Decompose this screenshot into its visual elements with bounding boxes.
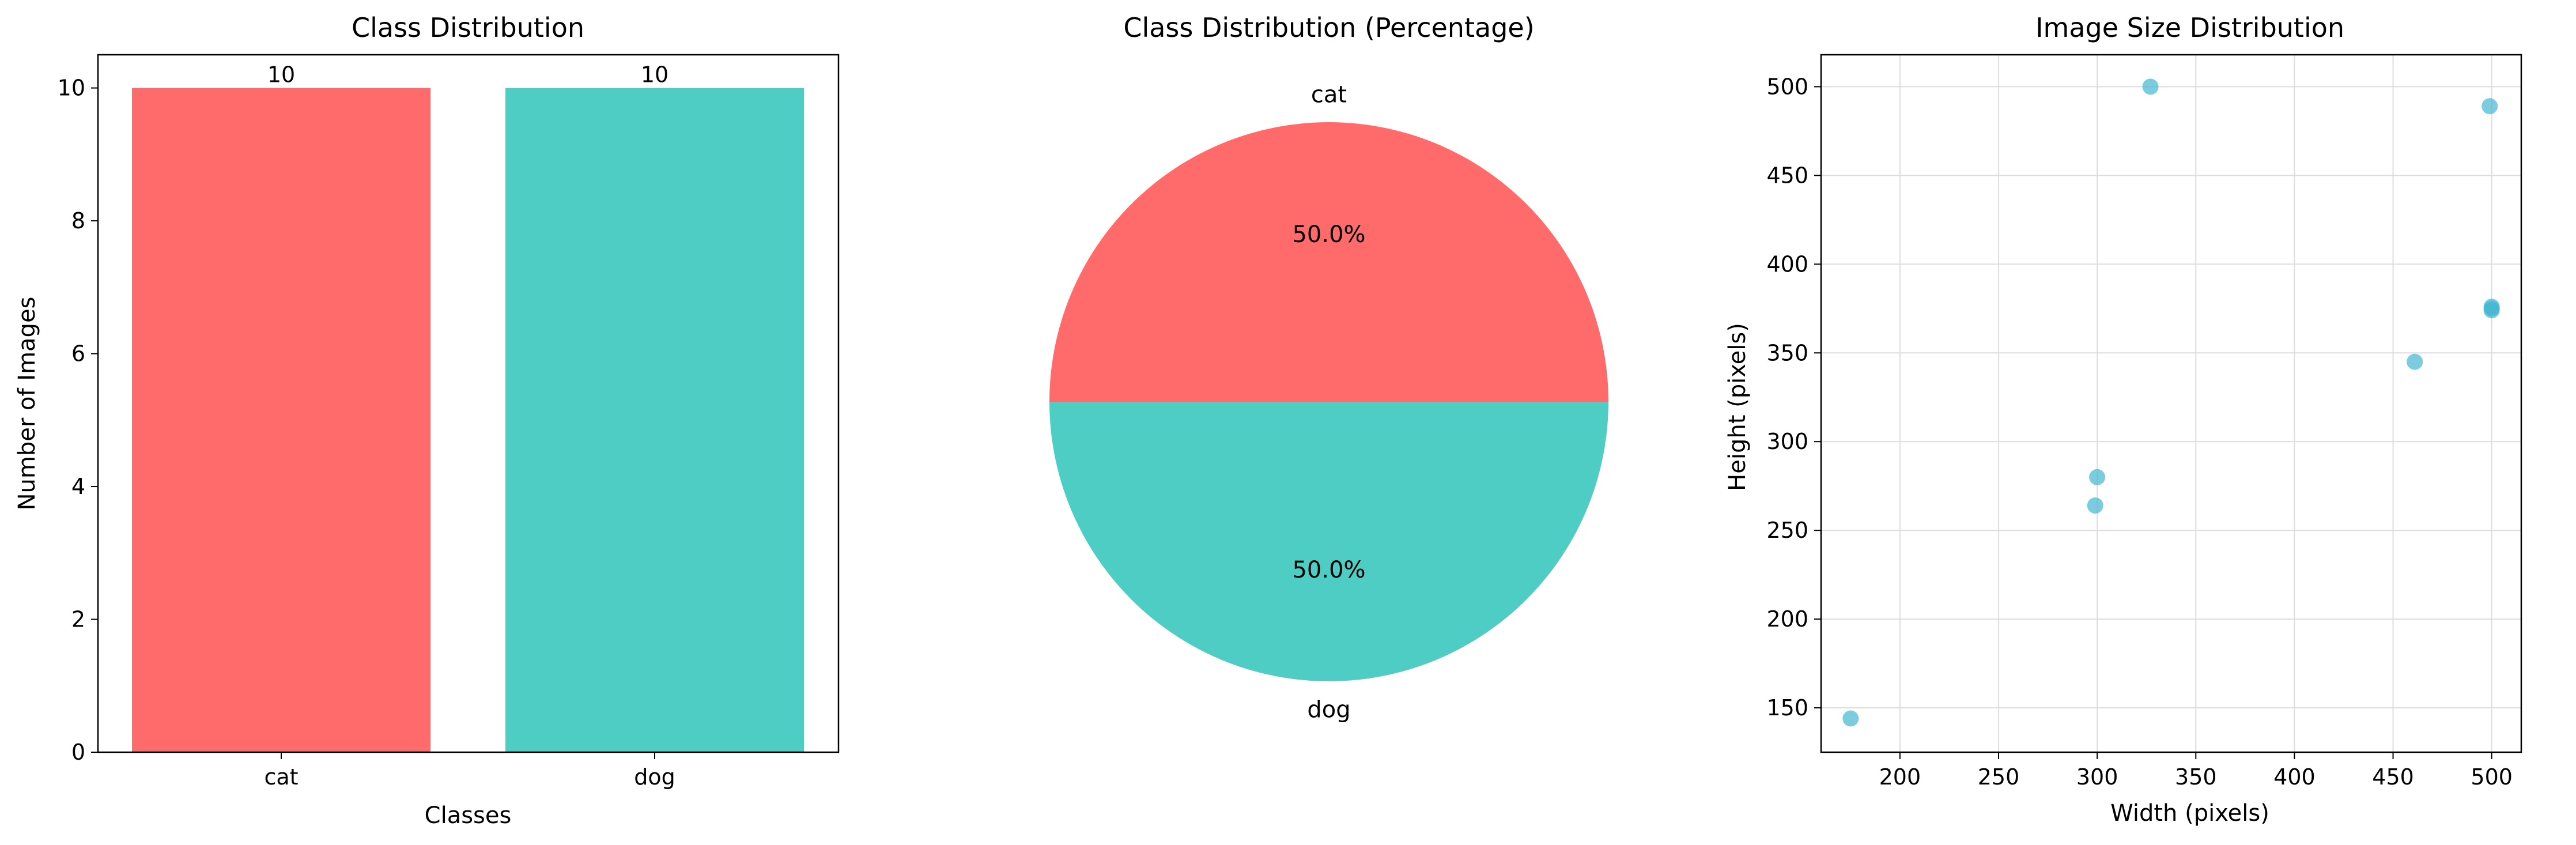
bar-chart-xlabel: Classes <box>425 802 512 829</box>
y-tick-label: 400 <box>1766 251 1808 277</box>
y-tick-label: 300 <box>1766 429 1808 454</box>
pie-slice-cat <box>1049 122 1608 402</box>
y-tick-label: 8 <box>71 208 85 233</box>
scatter-point <box>2087 497 2103 514</box>
x-tick-label: 450 <box>2372 764 2414 790</box>
pie-percent-label: 50.0% <box>1292 221 1365 248</box>
scatter-point <box>2142 78 2159 95</box>
bar-chart-plot: 10 cat 10 dog 0 2 4 6 8 10 <box>58 54 840 790</box>
x-tick-label: 250 <box>1978 764 2020 790</box>
x-tick-label: 200 <box>1879 764 1921 790</box>
pie-category-label: dog <box>1307 697 1350 723</box>
y-tick-label: 250 <box>1766 518 1808 543</box>
scatter-chart-title: Image Size Distribution <box>2035 12 2344 43</box>
scatter-chart-plot: 200 250 300 350 400 450 500 150 200 250 300 350 400 4… <box>1766 54 2522 790</box>
bar-chart-ylabel: Number of Images <box>14 297 40 511</box>
scatter-chart: Image Size Distribution 200 250 300 350 400 4… <box>1724 12 2522 827</box>
y-tick-label: 0 <box>71 740 85 765</box>
y-tick-label: 6 <box>71 341 85 367</box>
scatter-point <box>2481 98 2498 115</box>
x-tick-label: 400 <box>2273 764 2316 790</box>
pie-chart-plot: cat 50.0% dog 50.0% <box>1049 82 1608 723</box>
bar-chart-title: Class Distribution <box>352 12 584 43</box>
y-tick-label: 4 <box>71 474 85 499</box>
bar-dog <box>505 88 804 753</box>
pie-chart-title: Class Distribution (Percentage) <box>1123 12 1534 43</box>
scatter-point <box>2407 353 2423 370</box>
pie-chart: Class Distribution (Percentage) cat 50.0%… <box>1049 12 1608 723</box>
y-tick-label: 450 <box>1766 163 1808 188</box>
y-tick-label: 2 <box>71 607 85 632</box>
y-tick-label: 200 <box>1766 606 1808 632</box>
x-tick-label: dog <box>634 764 675 790</box>
x-tick-label: 300 <box>2076 764 2118 790</box>
x-tick-label: 500 <box>2471 764 2513 790</box>
scatter-point <box>1842 710 1859 727</box>
scatter-chart-ylabel: Height (pixels) <box>1724 323 1751 491</box>
scatter-point <box>2089 469 2106 485</box>
y-tick-label: 500 <box>1766 74 1808 99</box>
scatter-chart-frame <box>1820 54 2522 753</box>
pie-category-label: cat <box>1311 82 1347 108</box>
bar-chart-frame <box>97 54 840 753</box>
scatter-point <box>2483 299 2500 315</box>
bar-cat <box>132 88 430 753</box>
bar-value-label: 10 <box>641 62 668 88</box>
pie-slice-dog <box>1049 402 1608 681</box>
y-tick-label: 350 <box>1766 340 1808 365</box>
y-tick-label: 150 <box>1766 695 1808 720</box>
pie-percent-label: 50.0% <box>1292 557 1365 583</box>
y-tick-label: 10 <box>58 76 85 101</box>
x-tick-label: 350 <box>2175 764 2217 790</box>
x-tick-label: cat <box>264 764 298 790</box>
bar-chart: Class Distribution 10 cat 10 dog 0 2 4 6 8 10 Cla… <box>14 12 840 829</box>
bar-value-label: 10 <box>267 62 295 88</box>
scatter-chart-xlabel: Width (pixels) <box>2110 800 2269 827</box>
